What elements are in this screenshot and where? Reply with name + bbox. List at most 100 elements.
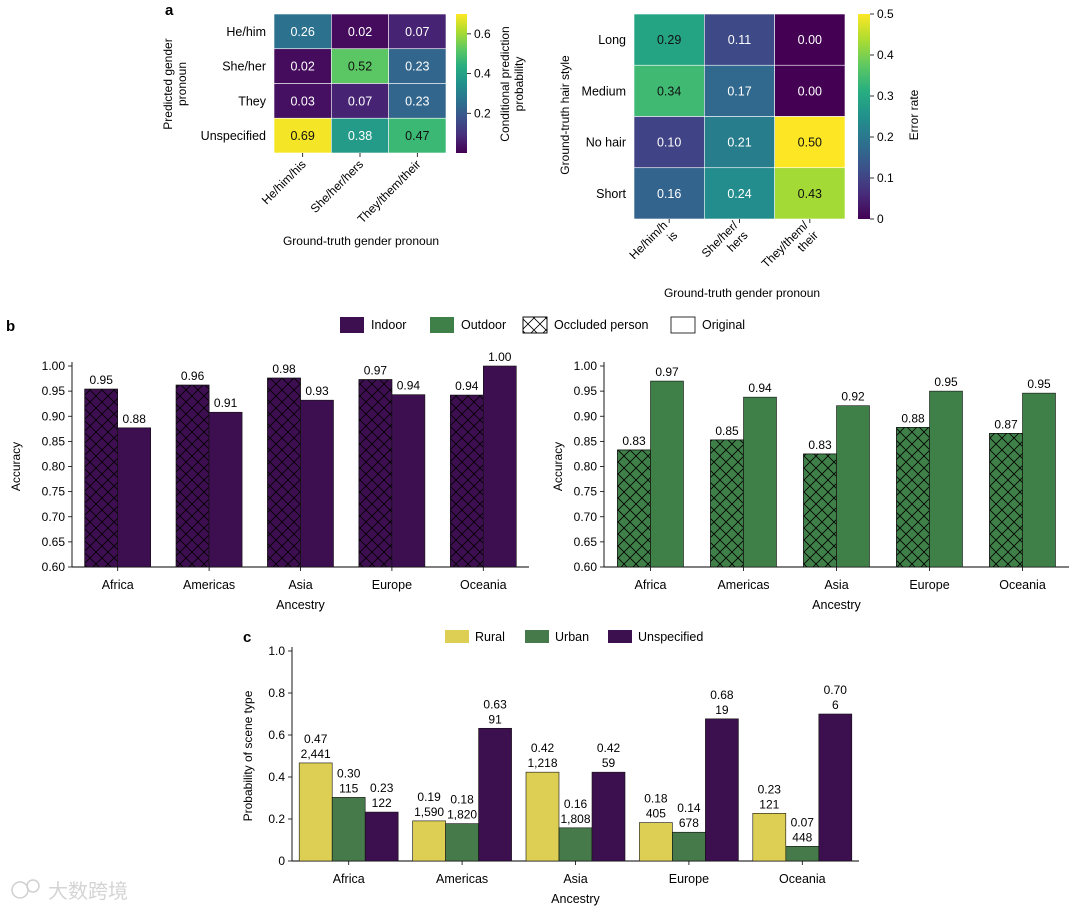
heatmap-cell (388, 13, 447, 50)
heatmap-cells: 0.26 0.02 0.07 0.02 0.52 0.23 0.03 0.07 0.23 0.69… (273, 13, 447, 154)
bar-chart-scene-type: 0 0.2 0.4 0.6 0.8 1.0 Probability of scene typ… (241, 644, 859, 906)
watermark: 大数跨境 (11, 879, 128, 903)
heatmap-cell (273, 48, 332, 84)
legend-swatch-outdoor (430, 317, 454, 333)
x-axis-title: Ancestry (276, 598, 325, 612)
heatmap-row-label: They (238, 94, 267, 108)
bar-hatch (449, 394, 484, 568)
bar-value-label: 0.18 (644, 792, 668, 806)
bar-count-label: 2,441 (301, 747, 331, 761)
bar-count-label: 115 (339, 781, 358, 795)
legend-b: Indoor Outdoor Occluded person Original (340, 316, 745, 334)
bar-hatch (617, 449, 651, 568)
bar-count-label: 91 (488, 712, 502, 726)
x-tick-label: Europe (669, 872, 709, 886)
heatmap-cell-value: 0.02 (290, 60, 314, 74)
bar-count-label: 121 (759, 797, 779, 811)
legend-label-urban: Urban (555, 630, 589, 644)
bar-hatch (267, 377, 301, 568)
bar-value-label: 0.63 (483, 697, 507, 711)
bar-value-label: 0.18 (450, 793, 474, 807)
y-tick-label: 0.70 (574, 510, 598, 524)
colorbar-tick-label: 0 (877, 212, 884, 226)
colorbar-tick-label: 0.4 (877, 48, 894, 62)
bar-value-label: 0.23 (370, 781, 394, 795)
y-tick-label: 0.60 (574, 560, 598, 574)
heatmap-cell-value: 0.23 (405, 60, 429, 74)
bar-value-label: 0.14 (677, 801, 701, 815)
heatmap-cell (633, 116, 705, 169)
heatmap-cell (774, 64, 846, 117)
x-tick-label: Oceania (460, 578, 507, 592)
x-axis-title: Ancestry (812, 598, 861, 612)
bar-hatch (803, 453, 837, 568)
heatmap-colorbar: 0.2 0.4 0.6 (456, 14, 491, 153)
heatmap-cell-value: 0.52 (348, 60, 372, 74)
heatmap-cell (633, 64, 705, 117)
bar-original (208, 411, 243, 568)
bar-original (300, 399, 334, 568)
colorbar-title: Error rate (907, 89, 921, 140)
bar-count-label: 405 (646, 807, 666, 821)
colorbar-gradient (858, 14, 870, 219)
bar-value-label: 0.85 (715, 424, 739, 438)
heatmap-row-labels: He/him She/her They Unspecified (201, 25, 267, 143)
bar-value-label: 0.16 (564, 797, 588, 811)
y-tick-label: 1.0 (268, 644, 285, 658)
bar-original (1022, 392, 1056, 568)
heatmap-row-label: Short (596, 187, 626, 201)
y-tick-label: 0.85 (42, 434, 66, 448)
heatmap-cell (331, 83, 389, 119)
panel-label-c: c (243, 629, 251, 646)
heatmap-cell (273, 13, 332, 50)
heatmap-cell (704, 167, 775, 220)
heatmap-cell (388, 117, 447, 154)
bar-count-label: 6 (832, 698, 839, 712)
bar-value-label: 0.19 (417, 790, 441, 804)
heatmap-cell-value: 0.34 (657, 84, 681, 98)
colorbar-tick-label: 0.3 (877, 89, 894, 103)
y-tick-label: 0.65 (42, 535, 66, 549)
bar-hatch (175, 384, 210, 568)
heatmap-cell-value: 0.38 (348, 129, 372, 143)
heatmap-row-label: Unspecified (201, 129, 266, 143)
bar-hatch (358, 379, 393, 568)
panel-label-b: b (6, 318, 15, 335)
bar-value-label: 0.88 (901, 411, 925, 425)
x-tick-label: Africa (635, 578, 667, 592)
y-tick-label: 0 (278, 854, 285, 868)
bar-value-label: 0.95 (934, 375, 958, 389)
heatmap-cell (273, 117, 332, 154)
heatmap-cell-value: 0.43 (798, 187, 822, 201)
x-tick-label: Americas (183, 578, 235, 592)
y-tick-label: 0.60 (42, 560, 66, 574)
heatmap-cell-value: 0.69 (290, 129, 314, 143)
legend-swatch-occluded (522, 316, 548, 334)
bar-unspecified (591, 771, 626, 862)
heatmap-row-label: Medium (582, 84, 626, 98)
heatmap-cell-value: 0.47 (405, 129, 429, 143)
heatmap-hair-style-error: 0.29 0.11 0.000.34 0.17 0.000.10 0.21 0.500.16… (558, 7, 921, 300)
x-tick-label: Asia (824, 578, 848, 592)
heatmap-cell (704, 13, 775, 66)
watermark-logo-icon-2 (26, 879, 40, 893)
bar-rural (298, 762, 333, 862)
bar-hatch (989, 433, 1023, 568)
bar-chart-outdoor-accuracy: 0.60 0.65 0.70 0.75 0.80 0.85 0.90 0.95 1.00 Accu… (551, 359, 1069, 612)
bar-value-label: 0.96 (181, 369, 205, 383)
bar-value-label: 0.94 (397, 379, 421, 393)
colorbar-gradient (456, 14, 467, 153)
bar-urban (558, 827, 593, 862)
x-tick-label: Americas (436, 872, 488, 886)
colorbar-title: Conditional predictionprobability (498, 26, 526, 141)
x-tick-label: Asia (563, 872, 587, 886)
heatmap-column-label-line: He/him/h (626, 218, 670, 262)
heatmap-colorbar: 0 0.1 0.2 0.3 0.4 0.5 (858, 7, 894, 226)
colorbar-tick-label: 0.5 (877, 7, 894, 21)
bar-value-label: 0.68 (710, 688, 734, 702)
heatmap-column-label: He/him/his (259, 157, 309, 207)
legend-label-outdoor: Outdoor (461, 318, 506, 332)
heatmap-column-label: They/them/their (759, 218, 822, 281)
heatmap-cell-value: 0.03 (290, 94, 314, 108)
heatmap-column-label-line: is (664, 228, 680, 244)
